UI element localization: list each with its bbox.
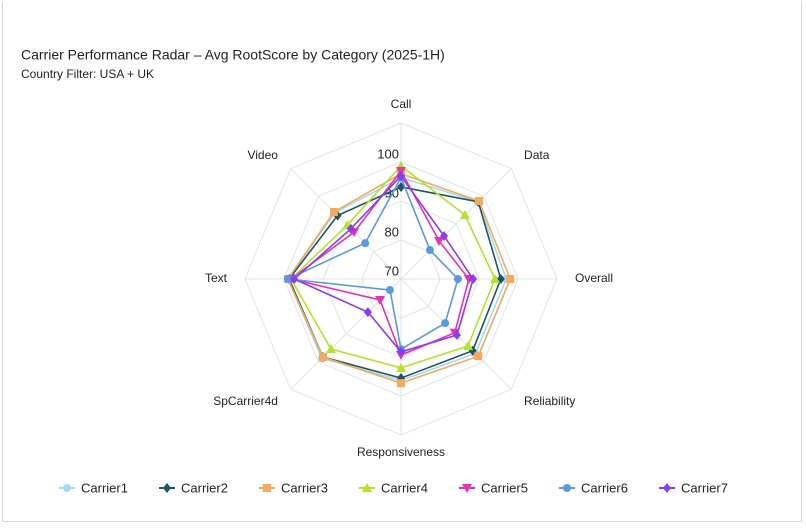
point xyxy=(434,236,445,246)
legend-marker xyxy=(663,483,671,493)
grid-ring xyxy=(283,161,519,397)
point xyxy=(283,275,292,283)
r-tick-label: 80 xyxy=(385,224,399,239)
point xyxy=(425,246,434,255)
point xyxy=(375,295,386,305)
chart-subtitle: Country Filter: USA + UK xyxy=(21,67,154,81)
point xyxy=(397,171,405,182)
legend-marker xyxy=(163,483,171,493)
legend-item: Carrier7 xyxy=(659,480,728,495)
axis-label: Overall xyxy=(575,271,613,285)
chart-title: Carrier Performance Radar – Avg RootScor… xyxy=(21,47,445,63)
legend-label: Carrier3 xyxy=(281,480,328,495)
point xyxy=(453,275,462,283)
axis-label: Data xyxy=(524,148,550,162)
point xyxy=(489,274,500,283)
legend-item: Carrier2 xyxy=(159,480,228,495)
legend-label: Carrier5 xyxy=(481,480,528,495)
point xyxy=(397,379,405,388)
point xyxy=(441,319,450,328)
point xyxy=(459,210,470,220)
r-tick-label: 70 xyxy=(385,263,399,278)
point xyxy=(346,223,355,234)
legend-marker xyxy=(63,484,71,492)
axis-label: Text xyxy=(205,271,228,285)
point xyxy=(469,274,478,284)
legend-label: Carrier2 xyxy=(181,480,228,495)
point xyxy=(440,230,449,241)
legend-item: Carrier6 xyxy=(559,480,628,495)
chart-panel: Carrier Performance Radar – Avg RootScor… xyxy=(2,2,802,522)
legend-label: Carrier1 xyxy=(81,480,128,495)
r-tick-label: 100 xyxy=(377,146,399,161)
axis-label: SpCarrier4d xyxy=(213,394,278,408)
point xyxy=(318,353,327,362)
point xyxy=(363,307,372,318)
legend-marker xyxy=(462,484,472,493)
legend-item: Carrier3 xyxy=(259,480,328,495)
legend-marker xyxy=(263,484,271,492)
point xyxy=(397,346,405,357)
legend-marker xyxy=(563,484,571,492)
axis-label: Video xyxy=(247,148,278,162)
point xyxy=(452,329,461,340)
series-line xyxy=(284,175,459,351)
point xyxy=(329,207,338,216)
axis-label: Reliability xyxy=(524,394,575,408)
point xyxy=(385,286,394,295)
point xyxy=(475,196,484,205)
legend-label: Carrier7 xyxy=(681,480,728,495)
legend-label: Carrier6 xyxy=(581,480,628,495)
point xyxy=(325,344,336,354)
legend-item: Carrier1 xyxy=(59,480,128,495)
point xyxy=(396,362,406,372)
axis-label: Call xyxy=(391,97,412,111)
legend-item: Carrier5 xyxy=(459,480,528,495)
axis-label: Responsiveness xyxy=(357,445,445,459)
series xyxy=(290,171,478,357)
legend-item: Carrier4 xyxy=(359,480,428,495)
point xyxy=(474,352,483,361)
point xyxy=(290,274,299,284)
legend-label: Carrier4 xyxy=(381,480,428,495)
point xyxy=(463,341,474,351)
chart: Carrier Performance Radar – Avg RootScor… xyxy=(21,47,728,496)
legend-marker xyxy=(362,483,372,492)
point xyxy=(361,239,370,248)
point xyxy=(506,275,515,283)
grid-ring xyxy=(361,239,441,319)
